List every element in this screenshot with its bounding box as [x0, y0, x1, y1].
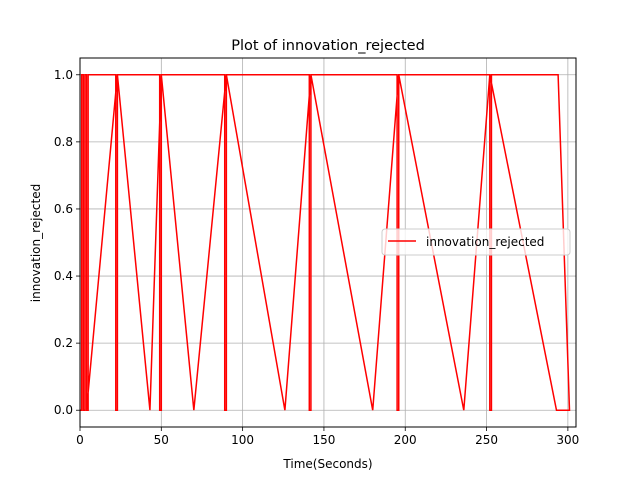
- legend-label: innovation_rejected: [426, 235, 544, 249]
- y-tick-label: 0.0: [54, 403, 73, 417]
- y-axis-label: innovation_rejected: [29, 184, 43, 302]
- x-tick-label: 50: [154, 433, 169, 447]
- series-group: [80, 74, 571, 411]
- chart-title: Plot of innovation_rejected: [231, 38, 425, 54]
- y-tick-label: 0.4: [54, 269, 73, 283]
- y-tick-label: 0.6: [54, 202, 73, 216]
- x-tick-label: 200: [394, 433, 417, 447]
- legend-box: [381, 228, 571, 256]
- series-line: [80, 74, 571, 411]
- x-tick-label: 250: [475, 433, 498, 447]
- x-axis-ticks: 0 50 100 150 200 250 300: [76, 427, 579, 447]
- y-tick-label: 1.0: [54, 68, 73, 82]
- y-axis-ticks: 0.0 0.2 0.4 0.6 0.8 1.0: [54, 68, 80, 417]
- x-tick-label: 150: [312, 433, 335, 447]
- x-axis-label: Time(Seconds): [282, 457, 372, 471]
- x-tick-label: 100: [231, 433, 254, 447]
- x-tick-label: 300: [556, 433, 579, 447]
- x-tick-label: 0: [76, 433, 84, 447]
- legend: innovation_rejected: [381, 228, 571, 256]
- plot-frame: [79, 57, 577, 428]
- y-tick-label: 0.2: [54, 336, 73, 350]
- y-tick-label: 0.8: [54, 135, 73, 149]
